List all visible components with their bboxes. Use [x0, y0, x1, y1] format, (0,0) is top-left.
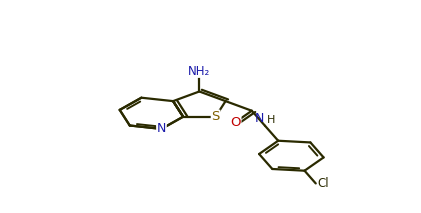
Text: Cl: Cl — [318, 177, 330, 190]
Text: N: N — [255, 112, 264, 125]
Text: N: N — [157, 122, 166, 135]
Text: S: S — [211, 110, 220, 123]
Text: NH₂: NH₂ — [188, 65, 210, 78]
Text: H: H — [267, 115, 275, 125]
Text: O: O — [230, 115, 241, 128]
